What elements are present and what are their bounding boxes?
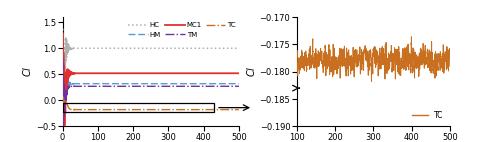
Legend: TC: TC bbox=[410, 107, 446, 123]
Y-axis label: $Cl$: $Cl$ bbox=[22, 66, 34, 77]
Bar bbox=[62, 104, 214, 112]
Legend: HC, HM, MC1, TM, TC: HC, HM, MC1, TM, TC bbox=[126, 19, 239, 40]
Y-axis label: $Cl$: $Cl$ bbox=[245, 66, 257, 77]
